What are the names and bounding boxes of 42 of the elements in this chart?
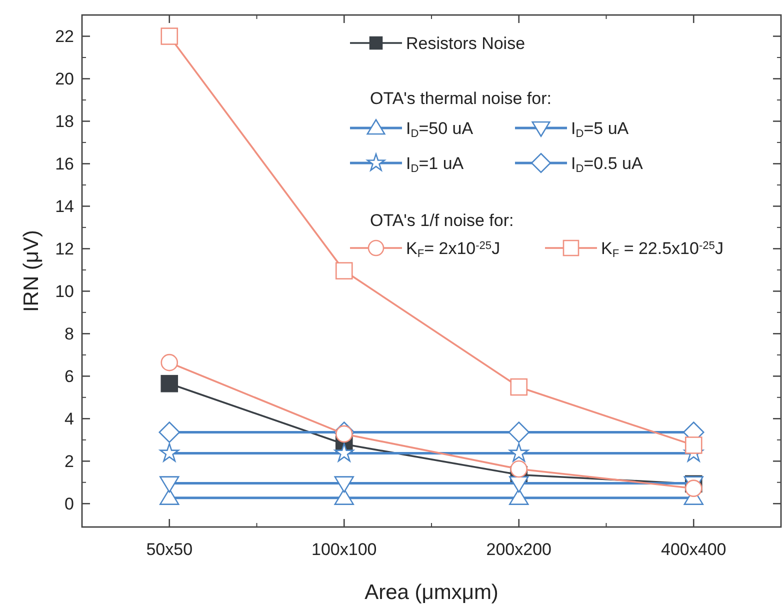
point bbox=[334, 476, 354, 493]
annotation: OTA's thermal noise for: bbox=[370, 89, 552, 108]
legend-label: Resistors Noise bbox=[406, 34, 526, 53]
point bbox=[160, 28, 178, 45]
point bbox=[160, 476, 180, 493]
x-tick-label: 50x50 bbox=[146, 540, 193, 559]
legend-label: I$_{D}$=5 uA bbox=[571, 119, 630, 140]
y-tick-label: 22 bbox=[55, 27, 74, 46]
y-tick-label: 10 bbox=[55, 282, 74, 302]
y-tick-label: 16 bbox=[55, 154, 74, 174]
y-tick-label: 8 bbox=[64, 324, 74, 344]
legend-label: I$_{D}$=1 uA bbox=[406, 154, 464, 176]
point bbox=[160, 374, 178, 392]
point bbox=[158, 422, 180, 443]
legend-label: I$_{D}$=50 uA bbox=[406, 119, 474, 140]
point bbox=[509, 443, 529, 462]
y-tick-label: 0 bbox=[64, 494, 74, 514]
point bbox=[510, 378, 528, 396]
y-tick-label: 18 bbox=[55, 112, 74, 132]
point bbox=[684, 436, 702, 454]
point bbox=[160, 443, 180, 462]
point bbox=[335, 262, 353, 280]
point bbox=[684, 480, 702, 497]
x-axis-title: Area (μmxμm) bbox=[364, 581, 498, 604]
x-tick-label: 400x400 bbox=[661, 540, 726, 559]
x-tick-label: 200x200 bbox=[486, 540, 552, 559]
point bbox=[510, 460, 528, 478]
y-tick-label: 6 bbox=[64, 367, 74, 386]
y-axis-title: IRN (μV) bbox=[20, 230, 43, 312]
point bbox=[334, 443, 354, 462]
y-tick-label: 12 bbox=[55, 240, 74, 259]
y-tick-label: 20 bbox=[55, 70, 74, 89]
x-tick-label: 100x100 bbox=[312, 540, 377, 559]
annotation: OTA's 1/f noise for: bbox=[370, 211, 514, 230]
y-tick-label: 4 bbox=[64, 410, 74, 429]
legend-label: K$_{F}$ = 22.5x10$^{-25}$J bbox=[601, 239, 724, 260]
legend-label: I$_{D}$=0.5 uA bbox=[571, 154, 644, 176]
point bbox=[509, 476, 529, 493]
point bbox=[508, 422, 530, 443]
y-tick-label: 2 bbox=[64, 452, 74, 472]
y-tick-label: 14 bbox=[55, 197, 74, 216]
legend-label: K$_{F}$= 2x10$^{-25}$J bbox=[406, 239, 500, 260]
